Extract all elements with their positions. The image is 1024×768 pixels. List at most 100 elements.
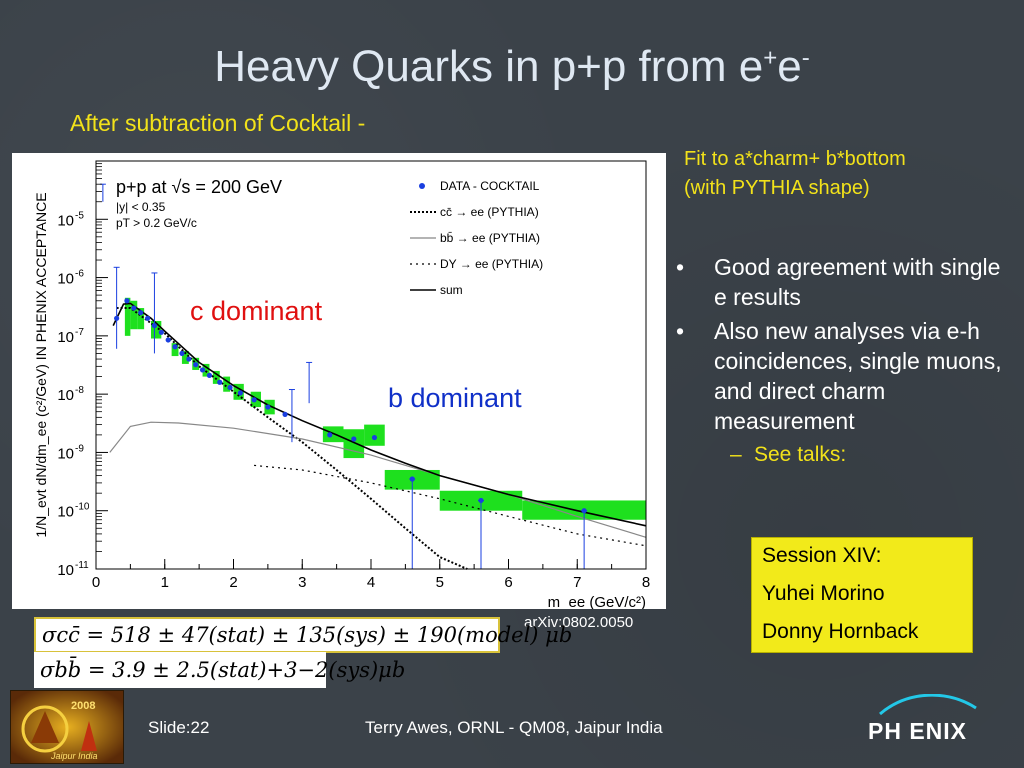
sub-bullet-item: – See talks: [672, 440, 1012, 470]
syst-box [223, 376, 231, 392]
y-tick-exponent: -11 [75, 560, 89, 571]
x-tick-label: 6 [504, 574, 512, 591]
data-point [131, 305, 137, 311]
fit-note: Fit to a*charm+ b*bottom (with PYTHIA sh… [684, 145, 1014, 203]
syst-box [202, 363, 210, 377]
y-tick-label: 10 [57, 445, 74, 462]
charm-cross-section-formula: σcc̄ = 518 ± 47(stat) ± 135(sys) ± 190(m… [34, 617, 572, 653]
y-tick-label: 10 [57, 212, 74, 229]
x-tick-label: 0 [92, 574, 100, 591]
data-point [199, 367, 206, 373]
x-tick-label: 8 [642, 574, 650, 591]
syst-box [181, 350, 189, 364]
data-point [206, 372, 213, 378]
data-point [327, 432, 333, 438]
charm-curve [116, 307, 468, 570]
data-point [186, 356, 192, 362]
data-point [581, 508, 587, 514]
y-tick-exponent: -10 [75, 502, 90, 513]
fit-note-line-1: Fit to a*charm+ b*bottom [684, 148, 906, 170]
bottom-cross-section-formula: σbb̄ = 3.9 ± 2.5(stat)+3−2(sys)μb [34, 652, 405, 688]
y-tick-label: 10 [57, 562, 74, 579]
legend: DATA - COCKTAIL cc̄ → ee (PYTHIA) bb̄ → ee… [410, 179, 543, 297]
data-point [124, 298, 130, 304]
data-point [144, 315, 151, 321]
info-rapidity: |y| < 0.35 [116, 200, 166, 214]
logo-city: Jaipur India [50, 751, 98, 761]
x-tick-label: 3 [298, 574, 306, 591]
y-tick-label: 10 [57, 329, 74, 346]
phenix-swoosh-icon [879, 694, 977, 716]
slide-title: Heavy Quarks in p+p from e+e- [214, 42, 810, 91]
y-tick-label: 10 [57, 387, 74, 404]
legend-label: cc̄ → ee (PYTHIA) [440, 205, 539, 219]
data-point [193, 362, 199, 368]
slide-subtitle: After subtraction of Cocktail - [70, 110, 366, 136]
legend-marker [419, 183, 425, 189]
legend-label: sum [440, 283, 463, 297]
sum-curve [112, 302, 647, 527]
fit-note-line-2: (with PYTHIA shape) [684, 177, 870, 199]
qm08-logo-icon: 2008 Jaipur India [11, 691, 123, 763]
dy-curve [254, 464, 647, 547]
footer-author: Terry Awes, ORNL - QM08, Jaipur India [365, 718, 663, 737]
session-label: Session XIV: [762, 544, 882, 567]
x-tick-label: 5 [436, 574, 444, 591]
info-energy: p+p at √s = 200 GeV [116, 177, 282, 197]
data-point [282, 411, 288, 417]
bullet-list: • Good agreement with single e results • A… [672, 252, 1012, 470]
speaker-name: Donny Hornback [762, 620, 919, 643]
x-tick-label: 4 [367, 574, 375, 591]
chart-text: p+p at √s = 200 GeV |y| < 0.35 pT > 0.2 Ge… [116, 177, 522, 413]
data-point [114, 315, 120, 321]
footer-slide-number: Slide:22 [148, 718, 210, 737]
arxiv-reference: arXiv:0802.0050 [524, 614, 634, 631]
chart-panel: 0 1 2 3 4 5 6 7 8 10 -11 10 -10 10 -9 10 -8 10 -7 10 -6 10 -5 m… [12, 153, 666, 611]
y-tick-exponent: -6 [75, 269, 84, 280]
data-point [237, 390, 243, 396]
y-tick-exponent: -5 [75, 210, 84, 221]
syst-box [151, 320, 162, 339]
y-tick-exponent: -9 [75, 443, 84, 454]
data-point [217, 379, 223, 385]
speaker-name: Yuhei Morino [762, 582, 885, 605]
y-axis-label: 1/N_evt dN/dm_ee (c²/GeV) IN PHENIX ACCE… [33, 192, 49, 537]
session-box: Session XIV: Yuhei Morino Donny Hornback [751, 537, 973, 653]
bullet-dot-icon: • [676, 254, 685, 280]
annotation-c-dominant: c dominant [190, 296, 323, 326]
annotation-b-dominant: b dominant [388, 383, 522, 413]
y-tick-label: 10 [57, 271, 74, 288]
bottom-curve [109, 421, 647, 538]
data-points [114, 298, 587, 514]
qm08-logo: 2008 Jaipur India [10, 690, 124, 764]
data-point [227, 384, 233, 391]
data-point [172, 344, 178, 350]
syst-box [212, 370, 220, 384]
x-tick-label: 2 [229, 574, 237, 591]
info-pt-cut: pT > 0.2 GeV/c [116, 216, 197, 230]
data-point [478, 497, 484, 504]
syst-box [137, 308, 145, 330]
legend-label: bb̄ → ee (PYTHIA) [440, 231, 540, 245]
legend-label: DATA - COCKTAIL [440, 179, 540, 193]
x-axis-label: m_ee (GeV/c²) [548, 594, 646, 609]
logo-year: 2008 [71, 700, 95, 712]
x-tick-label: 7 [573, 574, 581, 591]
bullet-dot-icon: • [676, 318, 685, 344]
phenix-logo: PH ENIX [868, 718, 968, 744]
y-tick-exponent: -7 [75, 327, 84, 338]
bullet-item: • Good agreement with single e results [676, 254, 1001, 310]
x-tick-label: 1 [161, 574, 169, 591]
syst-box [124, 297, 131, 336]
y-tick-label: 10 [57, 504, 74, 521]
data-point [351, 436, 357, 442]
data-point [158, 329, 164, 335]
data-point [265, 404, 271, 410]
data-point [179, 350, 185, 357]
dash-icon: – [730, 443, 742, 466]
syst-box [171, 343, 179, 357]
legend-label: DY → ee (PYTHIA) [440, 257, 543, 271]
data-point [251, 397, 257, 403]
